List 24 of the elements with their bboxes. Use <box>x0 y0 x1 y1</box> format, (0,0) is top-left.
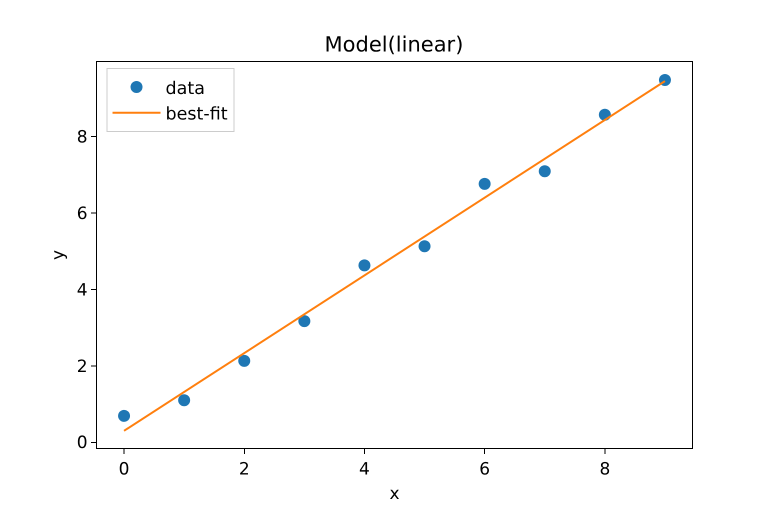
y-tick-label: 4 <box>76 280 88 300</box>
y-tick-label: 6 <box>76 204 88 224</box>
y-tick-label: 8 <box>76 127 88 148</box>
x-tick-label: 4 <box>359 459 370 480</box>
x-axis-title: x <box>389 484 400 504</box>
point <box>358 259 370 272</box>
legend-label: best-fit <box>166 104 228 125</box>
point <box>418 240 431 252</box>
y-axis-title: y <box>48 250 68 260</box>
legend-label: data <box>166 78 205 99</box>
point <box>238 354 250 367</box>
x-tick-label: 8 <box>599 459 610 480</box>
point <box>178 394 190 406</box>
y-tick-label: 2 <box>76 356 88 377</box>
y-tick-label: 0 <box>76 433 88 454</box>
x-tick-label: 6 <box>479 459 490 480</box>
point <box>478 178 491 190</box>
point <box>118 410 130 422</box>
x-tick-label: 0 <box>118 459 130 480</box>
point <box>298 315 310 328</box>
point <box>658 74 671 86</box>
x-tick-label: 2 <box>238 459 250 480</box>
point <box>538 165 551 178</box>
chart-title: Model(linear) <box>324 32 464 56</box>
